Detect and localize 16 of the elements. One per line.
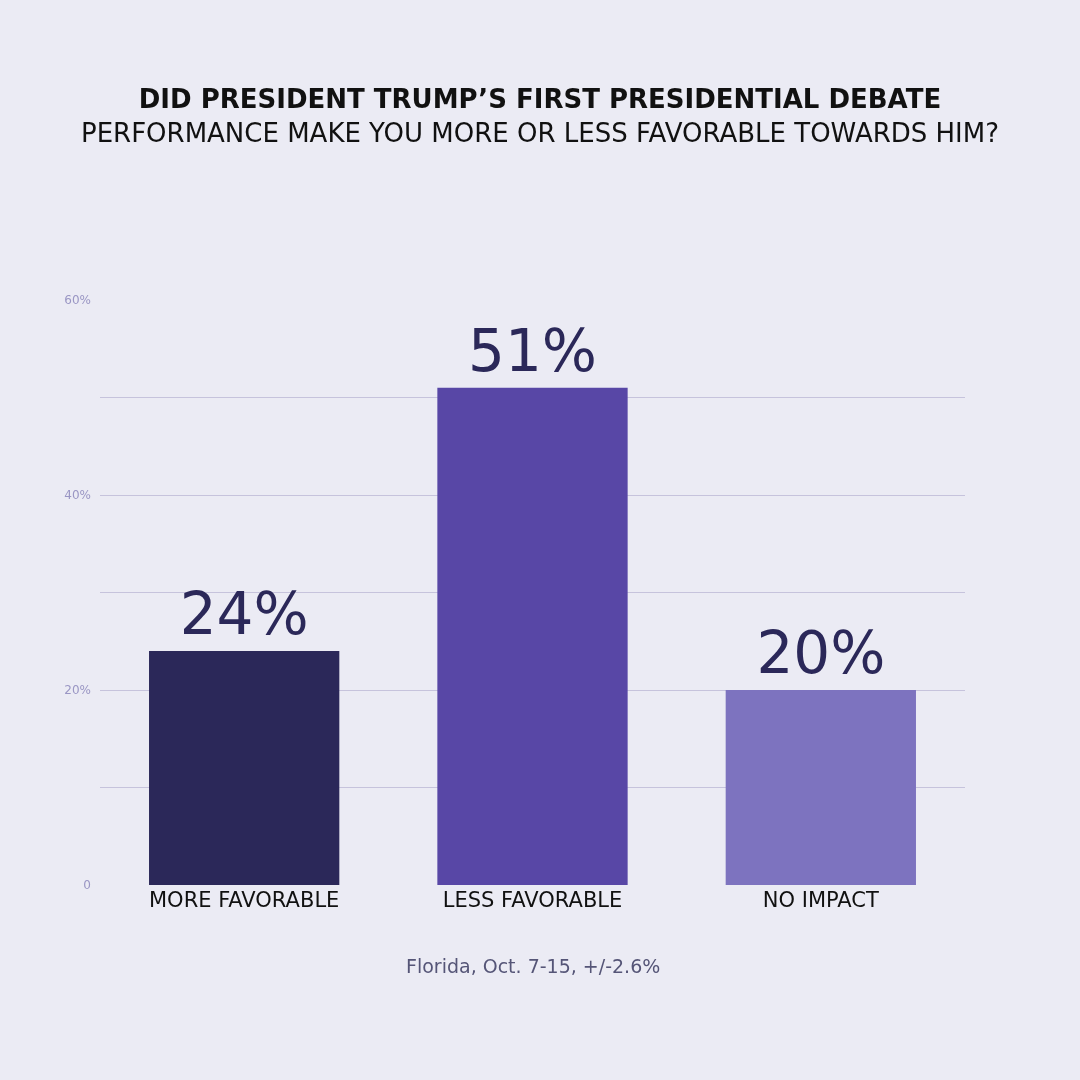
x-tick-label: MORE FAVORABLE <box>148 888 340 912</box>
bar <box>437 387 628 885</box>
y-tick-label: 20% <box>64 683 91 698</box>
data-label: 24% <box>179 580 309 648</box>
x-tick-label: LESS FAVORABLE <box>442 888 623 912</box>
y-tick-label: 40% <box>64 488 91 503</box>
chart-title: DID PRESIDENT TRUMP’S FIRST PRESIDENTIAL DEBATE <box>138 84 942 114</box>
chart-subtitle: PERFORMANCE MAKE YOU MORE OR LESS FAVORABLE TOWARDS HIM? <box>80 117 1000 148</box>
text: Florida, Oct. 7-15, +/-2.6% <box>406 955 661 977</box>
x-tick-label: NO IMPACT <box>762 888 880 912</box>
bar <box>725 690 916 885</box>
y-tick-label: 0 <box>83 878 91 893</box>
bar <box>149 651 340 885</box>
y-tick-label: 60% <box>64 293 91 308</box>
data-label: 51% <box>468 316 597 385</box>
data-label: 20% <box>756 619 886 687</box>
